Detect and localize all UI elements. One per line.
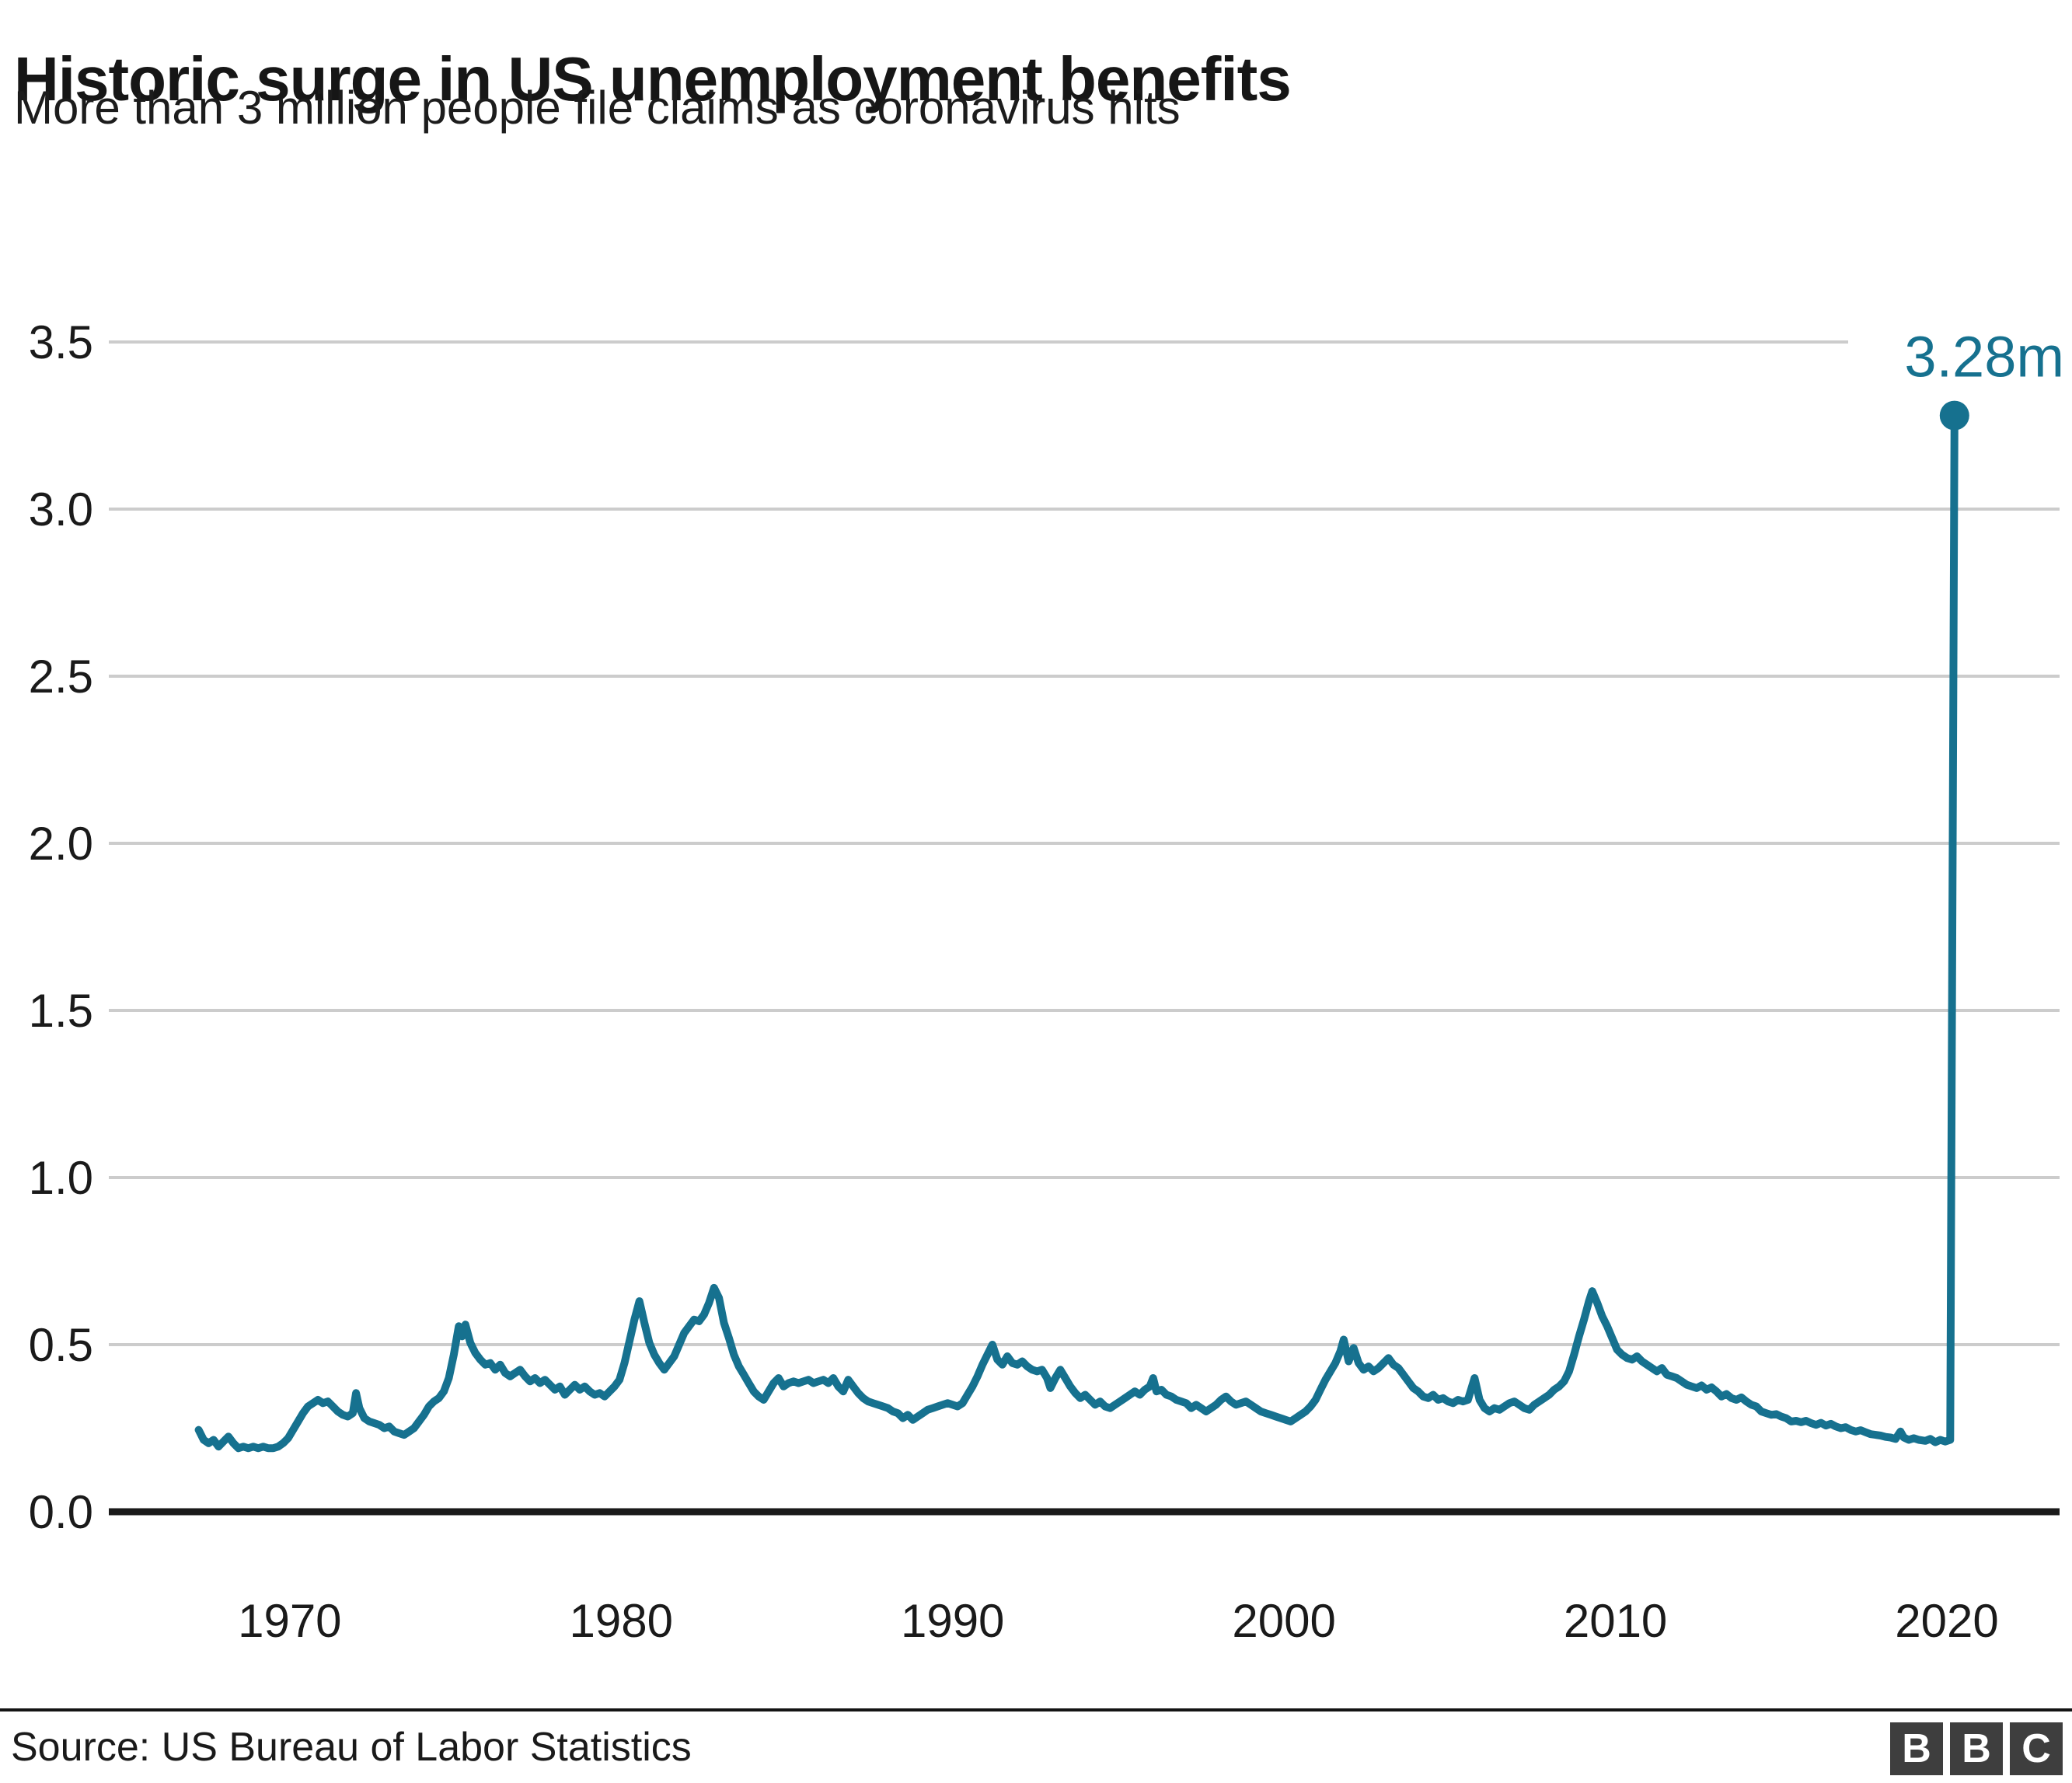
source-text: Source: US Bureau of Labor Statistics [11, 1725, 692, 1770]
bbc-logo-letter-b1: B [1890, 1722, 1943, 1775]
y-tick-label: 0.0 [29, 1486, 93, 1538]
x-tick-label: 1970 [238, 1595, 341, 1647]
y-tick-label: 1.5 [29, 985, 93, 1037]
x-tick-label: 2010 [1564, 1595, 1667, 1647]
y-tick-label: 3.0 [29, 483, 93, 536]
page-title: Historic surge in US unemployment benefi… [14, 44, 1292, 113]
x-tick-label: 2020 [1895, 1595, 1998, 1647]
y-tick-label: 3.5 [29, 316, 93, 368]
x-tick-label: 2000 [1232, 1595, 1335, 1647]
claims-line-chart: 3.5 3.0 2.5 2.0 1.5 1.0 0.5 0.0 1970 1980 1990 2000… [29, 316, 2064, 1647]
peak-value-label: 3.28m [1904, 325, 2064, 389]
y-tick-label: 2.5 [29, 651, 93, 703]
bbc-logo: B B C [1890, 1722, 2063, 1775]
bbc-logo-letter-c: C [2010, 1722, 2063, 1775]
footer: Source: US Bureau of Labor Statistics B … [0, 1708, 2072, 1783]
y-tick-label: 0.5 [29, 1319, 93, 1371]
page-subtitle: More than 3 million people file claims a… [14, 82, 1181, 134]
y-tick-label: 1.0 [29, 1152, 93, 1204]
bbc-logo-letter-b2: B [1950, 1722, 2003, 1775]
spike-endpoint-dot [1939, 400, 1969, 431]
claims-line [194, 411, 1959, 1453]
x-tick-label: 1990 [901, 1595, 1004, 1647]
y-tick-label: 2.0 [29, 818, 93, 870]
x-tick-label: 1980 [570, 1595, 673, 1647]
